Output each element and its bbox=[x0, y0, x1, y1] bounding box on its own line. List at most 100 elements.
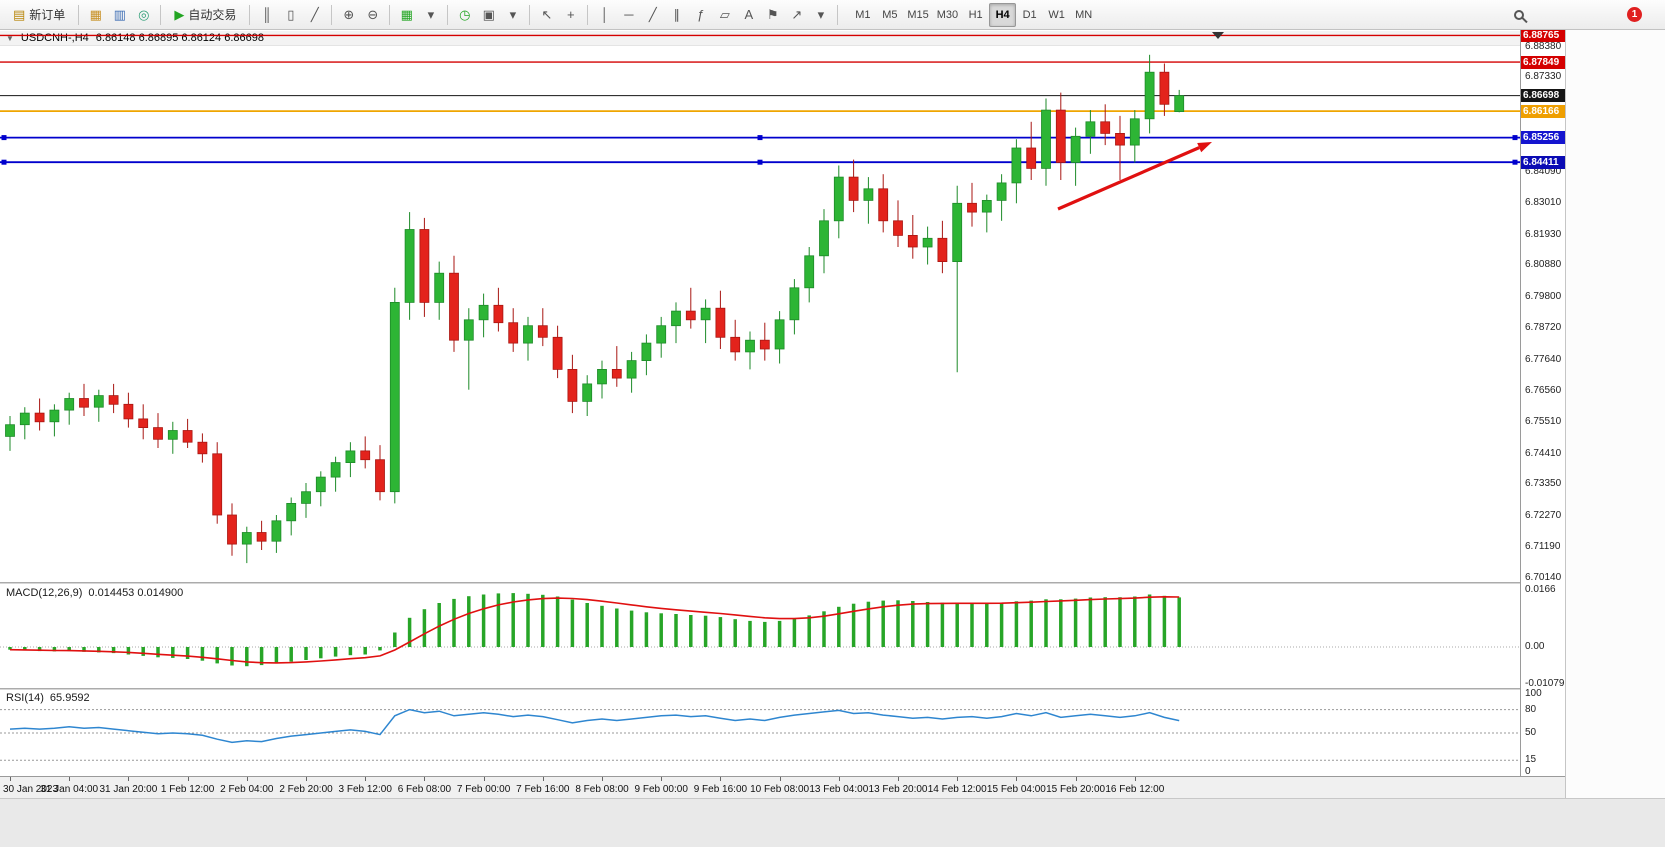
time-axis-tickmark bbox=[542, 777, 544, 781]
price-axis[interactable]: 6.88380 6.87330 6.84090 6.83010 6.81930 6.808… bbox=[1520, 28, 1570, 777]
timeframe-mn-button[interactable]: MN bbox=[1075, 8, 1093, 21]
time-axis-tickmark bbox=[128, 777, 130, 781]
notification-badge[interactable]: 1 bbox=[1627, 7, 1642, 22]
line-handle bbox=[757, 135, 763, 141]
rsi-axis-tick: 50 bbox=[1525, 727, 1537, 738]
refresh-button[interactable]: ◎ bbox=[132, 3, 155, 27]
search-icon[interactable] bbox=[1514, 9, 1524, 20]
macd-indicator-label: MACD(12,26,9) 0.014453 0.014900 bbox=[6, 587, 183, 599]
line-handle bbox=[1512, 135, 1518, 141]
line-chart-button[interactable]: ╱ bbox=[303, 3, 326, 27]
fibonacci-button[interactable]: ƒ bbox=[689, 3, 712, 27]
toolbar-separator bbox=[587, 4, 589, 25]
main-price-chart[interactable] bbox=[0, 30, 1520, 582]
rsi-panel[interactable] bbox=[0, 690, 1520, 776]
line-chart-icon: ╱ bbox=[310, 7, 319, 22]
horizontal-line-button[interactable]: ─ bbox=[617, 3, 640, 27]
time-axis-label: 6 Feb 08:00 bbox=[397, 784, 452, 795]
time-axis-tickmark bbox=[661, 777, 663, 781]
timeframe-w1-button[interactable]: W1 bbox=[1048, 8, 1065, 21]
rsi-name: RSI(14) bbox=[6, 692, 44, 704]
price-axis-tick: 6.78720 bbox=[1525, 322, 1562, 333]
auto-trading-icon: ▶ bbox=[174, 7, 185, 22]
timeframe-d1-button[interactable]: D1 bbox=[1022, 8, 1037, 21]
tile-windows-button[interactable]: ▦ bbox=[395, 3, 418, 27]
tile-windows-icon: ▦ bbox=[400, 7, 413, 22]
tile-dropdown-button[interactable]: ▾ bbox=[419, 3, 442, 27]
macd-signal-line bbox=[9, 595, 1180, 664]
auto-trading-button[interactable]: ▶ 自动交易 bbox=[166, 3, 244, 27]
price-axis-tick: 6.75510 bbox=[1525, 415, 1562, 427]
candlestick-button[interactable]: ▯ bbox=[279, 3, 302, 27]
timeframe-h1-button[interactable]: H1 bbox=[968, 8, 983, 21]
macd-panel[interactable] bbox=[0, 584, 1520, 688]
time-axis-label: 15 Feb 20:00 bbox=[1046, 784, 1106, 795]
label-button[interactable]: ⚑ bbox=[761, 3, 784, 27]
price-axis-tick: 6.77640 bbox=[1525, 353, 1562, 365]
time-axis-tickmark bbox=[957, 777, 959, 781]
timeframe-m5-button[interactable]: M5 bbox=[882, 8, 898, 21]
macd-values: 0.014453 0.014900 bbox=[88, 587, 184, 599]
timeframe-m30-button[interactable]: M30 bbox=[936, 8, 959, 21]
price-axis-tick: 6.71190 bbox=[1525, 541, 1561, 553]
panel-divider-macd[interactable] bbox=[0, 582, 1565, 584]
macd-axis-tick: 0.00 bbox=[1525, 641, 1545, 652]
price-line-badge: 6.87849 bbox=[1521, 55, 1566, 69]
zoom-in-button[interactable]: ⊕ bbox=[337, 3, 360, 27]
line-handle bbox=[757, 159, 763, 165]
chart-shift-marker bbox=[1212, 32, 1224, 39]
price-axis-tick: 6.84090 bbox=[1525, 165, 1562, 177]
arrows-dropdown-button[interactable]: ↗ bbox=[785, 3, 808, 27]
new-order-button[interactable]: ▤ 新订单 bbox=[5, 3, 73, 27]
text-button[interactable]: A bbox=[737, 3, 760, 27]
zoom-in-icon: ⊕ bbox=[343, 7, 355, 22]
new-chart-button[interactable]: ▦ bbox=[84, 3, 107, 27]
time-axis-tickmark bbox=[1134, 777, 1136, 781]
price-axis-tick: 6.81930 bbox=[1525, 228, 1562, 240]
channel-button[interactable]: ∥ bbox=[665, 3, 688, 27]
time-axis-label: 13 Feb 04:00 bbox=[809, 784, 869, 795]
timeframe-m1-button[interactable]: M1 bbox=[855, 8, 871, 21]
time-axis-label: 31 Jan 04:00 bbox=[40, 784, 99, 795]
toolbar-separator bbox=[331, 4, 333, 25]
main-toolbar: ▤ 新订单 ▦ ▥ ◎ ▶ 自动交易 ║ ▯ ╱ ⊕ ⊖ ▦ ▾ ◷ ▣ ▾ ↖ + │ ─ ╱ ∥ ƒ ▱ A ⚑ ↗ ▾ M1 M5 M… bbox=[0, 0, 1665, 30]
toolbar-separator bbox=[78, 4, 80, 25]
styles-dropdown-button[interactable]: ▾ bbox=[809, 3, 832, 27]
new-chart-icon: ▦ bbox=[89, 7, 102, 22]
time-axis-tickmark bbox=[246, 777, 248, 781]
time-axis[interactable]: 30 Jan 2023 31 Jan 04:00 31 Jan 20:00 1 Feb… bbox=[0, 776, 1565, 798]
zoom-out-button[interactable]: ⊖ bbox=[361, 3, 384, 27]
label-icon: ⚑ bbox=[767, 7, 779, 22]
price-axis-tick: 6.88380 bbox=[1525, 40, 1562, 52]
cursor-button[interactable]: ↖ bbox=[535, 3, 558, 27]
toolbar-separator bbox=[389, 4, 391, 25]
timeframe-m15-button[interactable]: M15 bbox=[907, 8, 929, 21]
time-axis-tickmark bbox=[483, 777, 485, 781]
autoscroll-button[interactable]: ◷ bbox=[453, 3, 476, 27]
line-handle bbox=[1, 135, 7, 141]
panel-divider-rsi[interactable] bbox=[0, 688, 1565, 690]
crosshair-button[interactable]: + bbox=[559, 3, 582, 27]
vertical-line-button[interactable]: │ bbox=[593, 3, 616, 27]
tile-dropdown-icon: ▾ bbox=[427, 7, 435, 22]
price-axis-tick: 6.87330 bbox=[1525, 71, 1562, 83]
templates-button[interactable]: ▣ bbox=[477, 3, 500, 27]
line-handle bbox=[1, 159, 7, 165]
rsi-axis-tick: 80 bbox=[1525, 703, 1537, 715]
timeframe-h4-button[interactable]: H4 bbox=[989, 2, 1017, 27]
autoscroll-icon: ◷ bbox=[459, 7, 471, 22]
shapes-button[interactable]: ▱ bbox=[713, 3, 736, 27]
trendline-button[interactable]: ╱ bbox=[641, 3, 664, 27]
price-axis-tick: 6.79800 bbox=[1525, 290, 1562, 302]
horizontal-line-icon: ─ bbox=[624, 7, 634, 22]
time-axis-tickmark bbox=[1075, 777, 1077, 781]
templates-dropdown-button[interactable]: ▾ bbox=[501, 3, 524, 27]
trend-arrow-annotation bbox=[1057, 142, 1212, 211]
channel-icon: ∥ bbox=[673, 7, 681, 22]
fibonacci-icon: ƒ bbox=[697, 7, 705, 22]
new-order-icon: ▤ bbox=[13, 7, 26, 22]
profiles-button[interactable]: ▥ bbox=[108, 3, 131, 27]
templates-icon: ▣ bbox=[482, 7, 495, 22]
bar-chart-button[interactable]: ║ bbox=[255, 3, 278, 27]
